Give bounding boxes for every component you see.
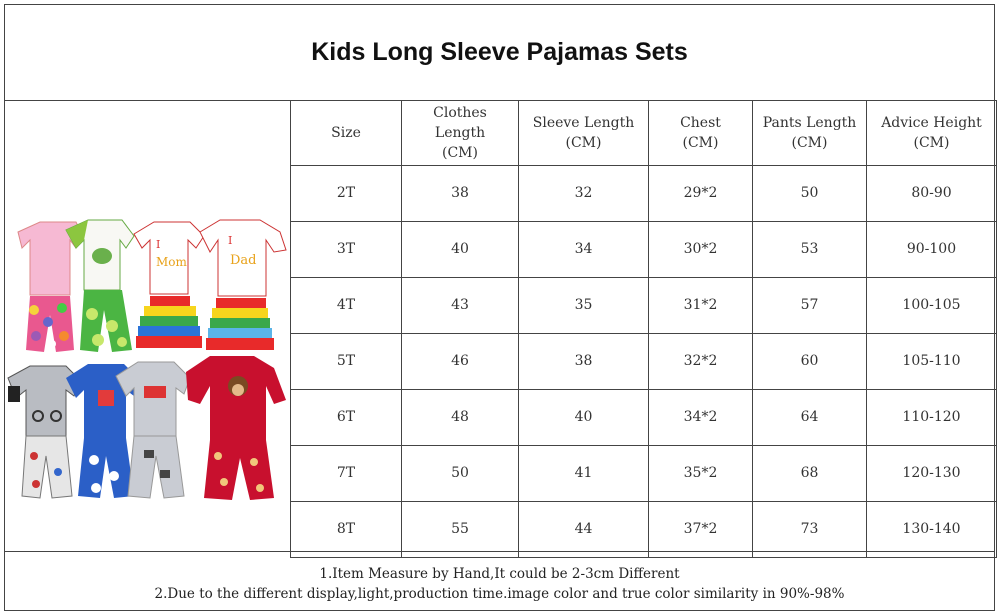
header-pants-length: Pants Length (CM) [752,100,867,166]
title-row: Kids Long Sleeve Pajamas Sets [4,4,995,101]
size-table: Size Clothes Length (CM) Sleeve Length (… [290,100,997,558]
cell-clothes-length: 50 [401,445,519,502]
page-title: Kids Long Sleeve Pajamas Sets [311,37,688,66]
table-row: 4T 43 35 31*2 57 100-105 [290,277,997,334]
cell-advice-height: 80-90 [866,165,997,222]
product-photo-cell: I Mom I Dad [4,100,291,552]
mom-pajama-set: I Mom [133,221,205,348]
cell-clothes-length: 55 [401,501,519,558]
dad-pajama-set: I Dad [199,219,287,350]
cell-advice-height: 120-130 [866,445,997,502]
cell-sleeve-length: 32 [518,165,649,222]
cell-sleeve-length: 38 [518,333,649,390]
dad-shirt-text-i: I [228,234,232,247]
cell-chest: 30*2 [648,221,753,278]
green-pajama-set [65,219,135,352]
notes-section: 1.Item Measure by Hand,It could be 2-3cm… [4,551,995,611]
cell-advice-height: 90-100 [866,221,997,278]
cell-size: 2T [290,165,402,222]
header-clothes-length: Clothes Length (CM) [401,100,519,166]
cell-pants-length: 60 [752,333,867,390]
cell-size: 3T [290,221,402,278]
cell-chest: 29*2 [648,165,753,222]
cell-pants-length: 50 [752,165,867,222]
cell-size: 6T [290,389,402,446]
note-color: 2.Due to the different display,light,pro… [154,586,845,602]
pink-pajama-set [17,221,85,352]
cell-advice-height: 105-110 [866,333,997,390]
table-row: 5T 46 38 32*2 60 105-110 [290,333,997,390]
cell-chest: 34*2 [648,389,753,446]
mom-shirt-text: Mom [156,255,188,269]
cell-clothes-length: 40 [401,221,519,278]
cell-advice-height: 100-105 [866,277,997,334]
header-size: Size [290,100,402,166]
table-row: 6T 48 40 34*2 64 110-120 [290,389,997,446]
cell-pants-length: 73 [752,501,867,558]
cell-sleeve-length: 35 [518,277,649,334]
cell-clothes-length: 38 [401,165,519,222]
cell-chest: 32*2 [648,333,753,390]
cell-advice-height: 130-140 [866,501,997,558]
cell-sleeve-length: 41 [518,445,649,502]
cell-pants-length: 57 [752,277,867,334]
cell-pants-length: 64 [752,389,867,446]
cell-sleeve-length: 40 [518,389,649,446]
dad-shirt-text: Dad [230,253,257,268]
cell-chest: 31*2 [648,277,753,334]
cell-size: 5T [290,333,402,390]
table-header-row: Size Clothes Length (CM) Sleeve Length (… [290,100,997,166]
cell-advice-height: 110-120 [866,389,997,446]
pajamas-product-image: I Mom I Dad [7,219,287,500]
table-row: 2T 38 32 29*2 50 80-90 [290,165,997,222]
table-row: 8T 55 44 37*2 73 130-140 [290,501,997,558]
cell-size: 7T [290,445,402,502]
cell-clothes-length: 46 [401,333,519,390]
cell-size: 8T [290,501,402,558]
cell-pants-length: 68 [752,445,867,502]
cell-size: 4T [290,277,402,334]
header-chest: Chest (CM) [648,100,753,166]
grey-motorbike-pajama-set [7,365,81,499]
cell-sleeve-length: 34 [518,221,649,278]
table-row: 7T 50 41 35*2 68 120-130 [290,445,997,502]
cell-pants-length: 53 [752,221,867,278]
cell-chest: 35*2 [648,445,753,502]
car-pajama-set [115,361,191,499]
header-sleeve-length: Sleeve Length (CM) [518,100,649,166]
table-row: 3T 40 34 30*2 53 90-100 [290,221,997,278]
mom-shirt-text-i: I [156,238,160,251]
red-monkey-pajama-set [186,356,286,500]
cell-clothes-length: 43 [401,277,519,334]
header-advice-height: Advice Height (CM) [866,100,997,166]
note-measure: 1.Item Measure by Hand,It could be 2-3cm… [319,566,680,582]
cell-clothes-length: 48 [401,389,519,446]
cell-chest: 37*2 [648,501,753,558]
cell-sleeve-length: 44 [518,501,649,558]
